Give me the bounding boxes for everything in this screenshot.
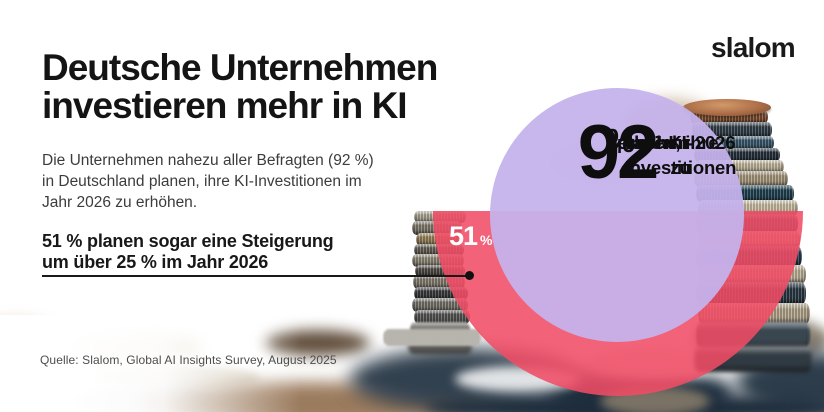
claim-line: 51 % planen sogar eine Steigerung (42, 231, 334, 251)
stat-51-percent-sign: % (480, 232, 493, 248)
claim-line: um über 25 % im Jahr 2026 (42, 251, 269, 272)
white-fade-overlay (0, 315, 430, 412)
coin-edge (412, 298, 468, 312)
title-line-1: Deutsche Unternehmen (42, 47, 438, 88)
intro-line: Die Unternehmen nahezu aller Befragten (… (42, 152, 374, 169)
stat-92-desc-line: erhöhen (617, 132, 689, 153)
claim-statement: 51 % planen sogar eine Steigerung um übe… (42, 231, 462, 272)
purple-circle-92: 92 % planen, ihre KI-Investitionen im Ja… (490, 88, 744, 342)
stat-51-label: 51 % (449, 221, 493, 252)
intro-line: in Deutschland planen, ihre KI-Investiti… (42, 173, 362, 190)
stat-92-value: 92 (577, 110, 660, 195)
callout-connector-line (42, 275, 469, 277)
page-title: Deutsche Unternehmen investieren mehr in… (42, 49, 522, 125)
intro-line: Jahr 2026 zu erhöhen. (42, 194, 198, 211)
callout-connector-dot (465, 271, 474, 280)
stat-51-value: 51 (449, 221, 478, 251)
copper-coin-top (683, 99, 771, 116)
stat-92-desc-line: planen, ihre (617, 132, 719, 153)
intro-paragraph: Die Unternehmen nahezu aller Befragten (… (42, 150, 442, 213)
source-note: Quelle: Slalom, Global AI Insights Surve… (40, 353, 337, 367)
title-line-2: investieren mehr in KI (42, 85, 408, 126)
stat-92-percent-sign: % (605, 122, 636, 159)
stat-92-desc-line: im Jahr 2026 zu (625, 132, 736, 178)
stat-92-desc-line: KI-Investitionen (624, 132, 737, 178)
slalom-logo: slalom (711, 32, 796, 63)
